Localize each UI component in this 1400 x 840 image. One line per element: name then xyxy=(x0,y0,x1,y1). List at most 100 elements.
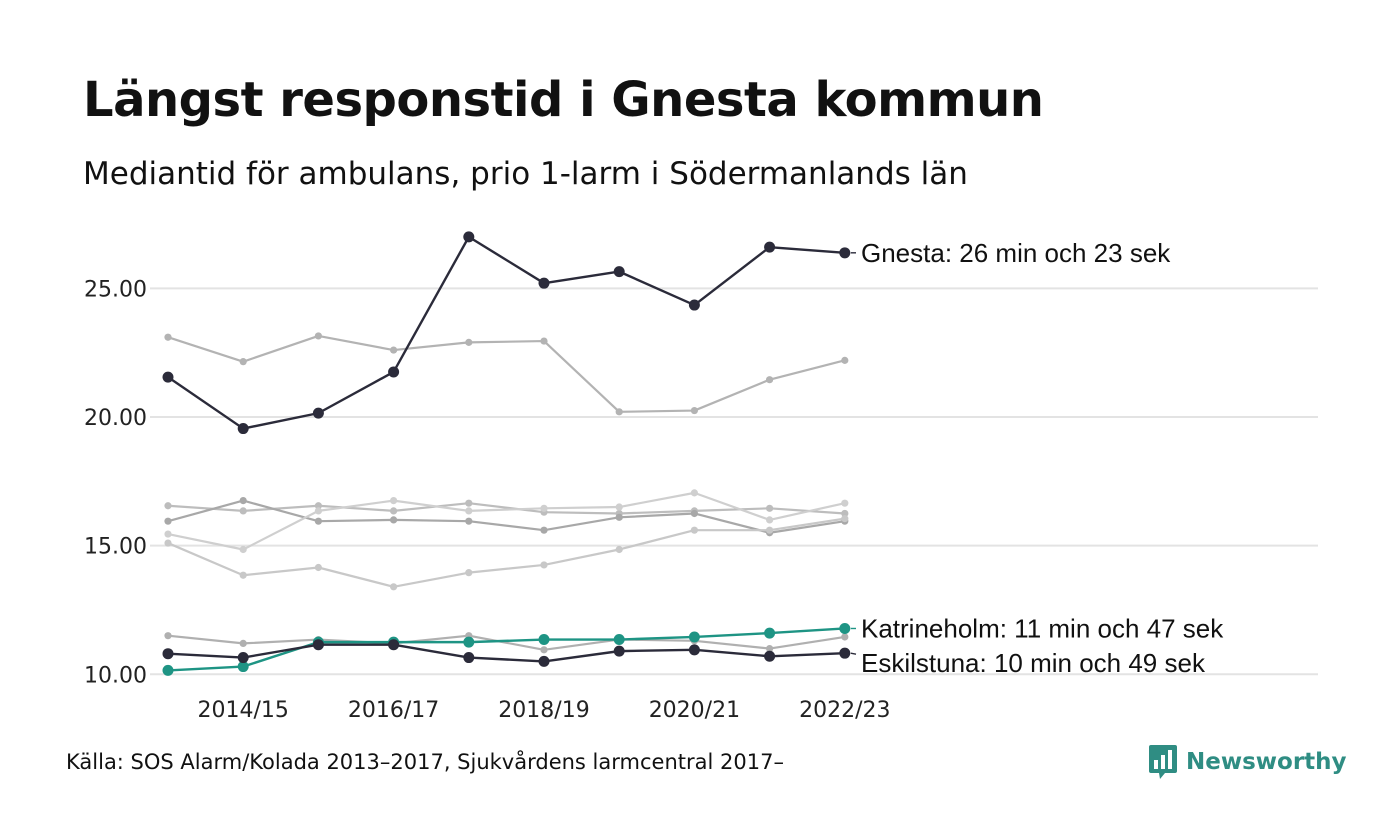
data-point xyxy=(766,504,774,512)
data-point xyxy=(839,247,851,259)
data-point xyxy=(239,639,247,648)
series-line xyxy=(167,517,845,588)
data-point xyxy=(841,499,849,507)
series-highlight xyxy=(162,639,851,667)
chart-subtitle: Mediantid för ambulans, prio 1-larm i Sö… xyxy=(83,156,968,192)
series-line xyxy=(167,643,845,663)
data-point xyxy=(162,371,174,383)
series-other xyxy=(164,497,849,537)
data-point xyxy=(239,507,247,515)
label-connector xyxy=(850,652,857,655)
data-point xyxy=(465,507,473,515)
data-point xyxy=(764,650,776,662)
series-label: Eskilstuna: 10 min och 49 sek xyxy=(861,648,1206,678)
data-point xyxy=(615,408,623,416)
data-point xyxy=(390,516,398,524)
data-point xyxy=(164,502,172,510)
data-point xyxy=(839,622,851,634)
chart-title: Längst responstid i Gnesta kommun xyxy=(83,72,1044,128)
source-note: Källa: SOS Alarm/Kolada 2013–2017, Sjukv… xyxy=(66,750,784,774)
data-point xyxy=(613,634,625,646)
brand-name: Newsworthy xyxy=(1186,749,1347,775)
data-point xyxy=(690,489,699,497)
data-point xyxy=(314,517,322,525)
y-tick-label: 15.00 xyxy=(84,535,147,560)
data-point xyxy=(841,356,849,364)
data-point xyxy=(538,277,550,289)
data-point xyxy=(314,507,322,515)
data-point xyxy=(237,652,249,664)
data-point xyxy=(239,358,247,366)
data-point xyxy=(766,644,774,653)
data-point xyxy=(463,652,475,664)
data-point xyxy=(388,366,400,378)
series-other xyxy=(164,489,849,554)
data-point xyxy=(764,627,776,639)
data-point xyxy=(538,655,550,667)
data-point xyxy=(164,530,172,538)
data-point xyxy=(465,517,473,525)
data-point xyxy=(841,509,849,518)
data-point xyxy=(312,639,324,651)
data-point xyxy=(388,639,400,651)
series-lines xyxy=(162,231,851,676)
y-axis-ticks: 10.00 15.00 20.00 25.00 xyxy=(84,277,147,688)
x-tick-label: 2022/23 xyxy=(799,698,890,723)
data-point xyxy=(465,499,473,507)
data-point xyxy=(688,644,700,656)
data-point xyxy=(465,338,473,346)
data-point xyxy=(239,545,247,554)
series-other xyxy=(164,332,849,416)
x-tick-label: 2018/19 xyxy=(498,698,589,723)
data-point xyxy=(390,497,398,505)
data-point xyxy=(164,333,172,341)
data-point xyxy=(465,569,473,577)
data-point xyxy=(237,423,249,435)
y-tick-label: 10.00 xyxy=(84,663,147,688)
data-point xyxy=(390,507,398,515)
data-point xyxy=(690,406,699,415)
data-point xyxy=(314,563,322,572)
x-tick-label: 2020/21 xyxy=(649,698,740,723)
data-point xyxy=(613,645,625,657)
data-point xyxy=(615,503,623,511)
data-point xyxy=(690,509,699,518)
grid-lines xyxy=(150,287,1318,676)
series-label: Gnesta: 26 min och 23 sek xyxy=(861,238,1171,268)
data-point xyxy=(766,376,774,384)
series-line xyxy=(167,499,845,534)
data-point xyxy=(688,631,700,643)
data-point xyxy=(162,648,174,660)
data-point xyxy=(239,571,247,579)
series-line xyxy=(167,634,845,651)
line-chart: 10.00 15.00 20.00 25.00 2014/15 2016/17 2018/… xyxy=(84,231,1318,723)
data-point xyxy=(764,241,776,253)
data-point xyxy=(841,515,849,523)
series-label: Katrineholm: 11 min och 47 sek xyxy=(861,613,1224,643)
series-highlight xyxy=(162,622,851,676)
data-point xyxy=(841,633,849,641)
x-tick-label: 2016/17 xyxy=(348,698,439,723)
data-point xyxy=(390,583,398,591)
y-tick-label: 25.00 xyxy=(84,277,147,302)
data-point xyxy=(164,517,172,525)
series-line xyxy=(167,334,846,413)
series-line xyxy=(167,627,845,672)
newsworthy-logo: Newsworthy xyxy=(1148,744,1347,780)
data-point xyxy=(540,526,548,534)
series-line xyxy=(167,235,845,430)
series-other xyxy=(164,515,849,591)
data-point xyxy=(766,526,774,534)
data-point xyxy=(314,502,322,510)
series-highlight xyxy=(162,231,851,435)
data-point xyxy=(540,337,548,345)
data-point xyxy=(314,332,322,340)
data-point xyxy=(540,504,548,512)
data-point xyxy=(463,636,475,648)
data-point xyxy=(690,526,699,534)
data-point xyxy=(164,632,172,640)
data-point xyxy=(688,299,700,311)
data-point xyxy=(237,661,249,673)
data-point xyxy=(540,646,548,654)
bar-chart-speech-bubble-icon xyxy=(1149,745,1177,779)
